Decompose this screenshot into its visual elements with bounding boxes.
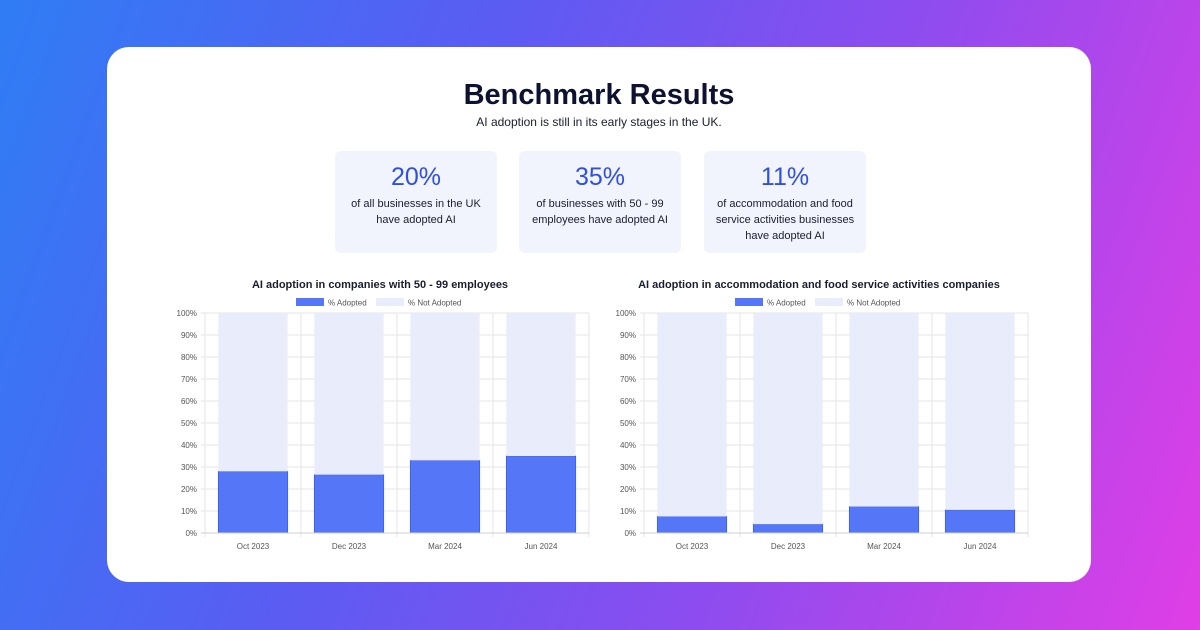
bar-not-adopted xyxy=(506,313,576,456)
y-tick-label: 100% xyxy=(177,309,197,318)
chart-title: AI adoption in companies with 50 - 99 em… xyxy=(252,279,508,291)
bar-not-adopted xyxy=(849,313,919,507)
x-tick-label: Dec 2023 xyxy=(771,542,806,551)
y-tick-label: 50% xyxy=(620,419,636,428)
legend-label-adopted: % Adopted xyxy=(328,299,367,308)
stat-description: of businesses with 50 - 99 employees hav… xyxy=(532,198,668,226)
x-tick-label: Mar 2024 xyxy=(867,542,901,551)
x-tick-label: Oct 2023 xyxy=(676,542,709,551)
stat-card-all-businesses: 20% of all businesses in the UK have ado… xyxy=(335,151,497,253)
y-tick-label: 90% xyxy=(620,331,636,340)
bar-adopted xyxy=(313,474,385,534)
y-tick-label: 20% xyxy=(620,485,636,494)
y-tick-label: 10% xyxy=(181,507,197,516)
y-tick-label: 100% xyxy=(616,309,636,318)
y-tick-label: 60% xyxy=(620,397,636,406)
page-title: Benchmark Results xyxy=(463,79,735,111)
x-tick-label: Dec 2023 xyxy=(332,542,367,551)
x-tick-label: Oct 2023 xyxy=(237,542,270,551)
y-tick-label: 30% xyxy=(620,463,636,472)
y-tick-label: 20% xyxy=(181,485,197,494)
bar-not-adopted xyxy=(657,313,727,517)
y-tick-label: 90% xyxy=(181,331,197,340)
stat-value: 35% xyxy=(574,163,626,191)
legend-swatch-adopted xyxy=(296,298,324,306)
chart-svg: AI adoption in companies with 50 - 99 em… xyxy=(177,279,590,551)
chart-svg: AI adoption in accommodation and food se… xyxy=(616,279,1029,551)
y-tick-label: 80% xyxy=(181,353,197,362)
bar-not-adopted xyxy=(314,313,384,475)
y-tick-label: 70% xyxy=(181,375,197,384)
x-tick-label: Jun 2024 xyxy=(964,542,997,551)
stat-card-accommodation-food: 11% of accommodation and food service ac… xyxy=(704,151,866,253)
y-tick-label: 70% xyxy=(620,375,636,384)
benchmark-card: Benchmark Results AI adoption is still i… xyxy=(107,47,1091,582)
bar-not-adopted xyxy=(753,313,823,525)
stat-description: of all businesses in the UK have adopted… xyxy=(351,198,481,226)
y-tick-label: 30% xyxy=(181,463,197,472)
bar-not-adopted xyxy=(218,313,288,472)
bar-adopted xyxy=(944,509,1016,534)
legend-swatch-not-adopted xyxy=(815,298,843,306)
stat-description: of accommodation and food service activi… xyxy=(715,198,855,242)
y-tick-label: 60% xyxy=(181,397,197,406)
chart-accommodation-food: AI adoption in accommodation and food se… xyxy=(604,270,1034,570)
stat-card-50-99-employees: 35% of businesses with 50 - 99 employees… xyxy=(519,151,681,253)
legend-label-adopted: % Adopted xyxy=(767,299,806,308)
bar-adopted xyxy=(848,506,920,534)
y-tick-label: 10% xyxy=(620,507,636,516)
bar-adopted xyxy=(409,459,481,534)
legend-swatch-adopted xyxy=(735,298,763,306)
bar-adopted xyxy=(656,516,728,534)
bar-not-adopted xyxy=(945,313,1015,510)
y-tick-label: 40% xyxy=(620,441,636,450)
y-tick-label: 0% xyxy=(624,529,636,538)
bar-adopted xyxy=(217,470,289,534)
legend-label-not-adopted: % Not Adopted xyxy=(847,299,900,308)
x-tick-label: Jun 2024 xyxy=(525,542,558,551)
bar-adopted xyxy=(505,455,577,534)
legend-label-not-adopted: % Not Adopted xyxy=(408,299,461,308)
chart-50-99-employees: AI adoption in companies with 50 - 99 em… xyxy=(165,270,595,570)
bar-adopted xyxy=(752,523,824,534)
y-tick-label: 0% xyxy=(185,529,197,538)
y-tick-label: 80% xyxy=(620,353,636,362)
bar-not-adopted xyxy=(410,313,480,461)
y-tick-label: 50% xyxy=(181,419,197,428)
stat-value: 11% xyxy=(760,163,810,191)
y-tick-label: 40% xyxy=(181,441,197,450)
legend-swatch-not-adopted xyxy=(376,298,404,306)
chart-title: AI adoption in accommodation and food se… xyxy=(638,279,1000,291)
page-subtitle: AI adoption is still in its early stages… xyxy=(476,115,722,129)
stat-value: 20% xyxy=(390,163,442,191)
x-tick-label: Mar 2024 xyxy=(428,542,462,551)
